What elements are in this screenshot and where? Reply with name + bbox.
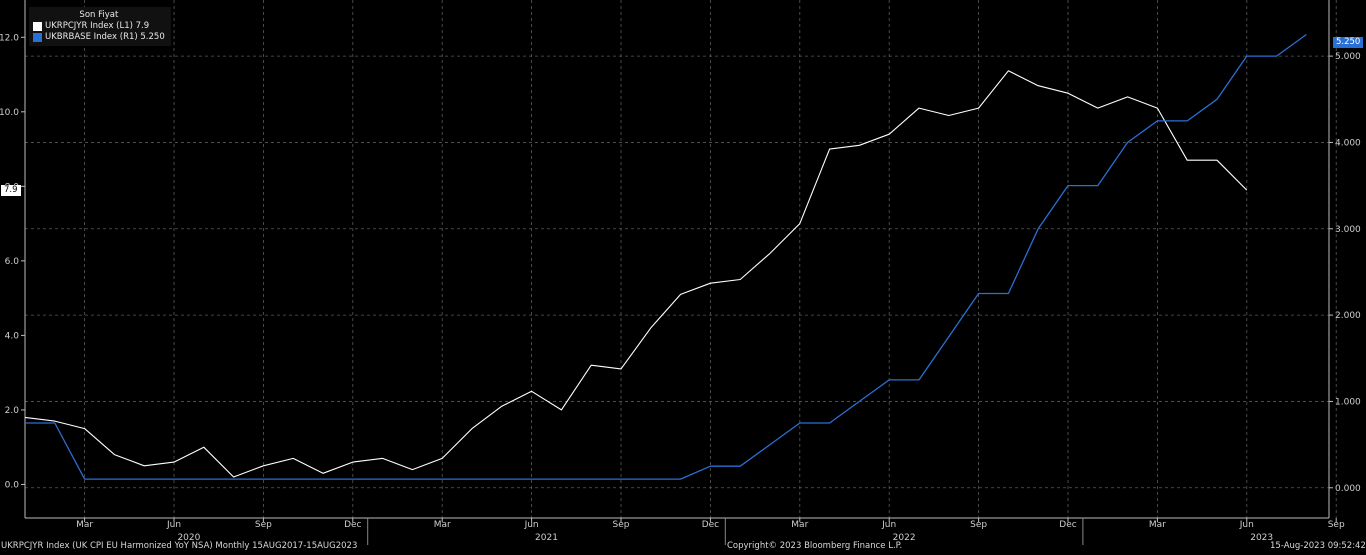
last-value-tag-right: 5.250 [1333,37,1364,48]
legend: Son Fiyat UKRPCJYR Index (L1) 7.9 UKBRBA… [29,7,171,46]
legend-swatch-blue [33,33,42,42]
y-left-tick-label: 6.0 [5,257,20,267]
y-right-tick-label: 1.000 [1335,397,1361,407]
x-tick-label: Jun [881,520,896,530]
series-line-base-rate [25,33,1307,480]
x-tick-label: Mar [76,520,93,530]
x-tick-label: Dec [702,520,719,530]
x-tick-label: Jun [166,520,181,530]
y-right-tick-label: 5.000 [1335,52,1361,62]
year-label: 2021 [535,533,558,543]
x-tick-label: Mar [434,520,451,530]
legend-item-cpi: UKRPCJYR Index (L1) 7.9 [33,21,165,32]
y-right-tick-label: 4.000 [1335,138,1361,148]
legend-label-base-rate: UKBRBASE Index (R1) 5.250 [45,32,165,42]
y-left-tick-label: 0.0 [5,480,20,490]
tick-labels: Mar Jun Sep Dec Mar Jun Sep Dec Mar Jun Sep Dec Mar J… [0,33,1361,543]
x-tick-label: Sep [970,520,987,530]
x-tick-label: Sep [613,520,630,530]
year-label: 2023 [1250,533,1273,543]
footer-copyright: Copyright© 2023 Bloomberg Finance L.P. [727,541,903,551]
footer-timestamp: 15-Aug-2023 09:52:42 [1270,541,1366,551]
legend-swatch-white [33,22,42,31]
year-label: 2022 [893,533,916,543]
y-left-tick-label: 2.0 [5,406,20,416]
x-tick-label: Sep [255,520,272,530]
legend-label-cpi: UKRPCJYR Index (L1) 7.9 [45,21,150,31]
y-right-tick-label: 3.000 [1335,225,1361,235]
grid-lines [25,0,1337,518]
year-label: 2020 [177,533,200,543]
x-tick-label: Mar [791,520,808,530]
x-tick-label: Jun [524,520,539,530]
footer-source: UKRPCJYR Index (UK CPI EU Harmonized YoY… [1,541,358,551]
y-right-tick-label: 0.000 [1335,484,1361,494]
legend-item-base-rate: UKBRBASE Index (R1) 5.250 [33,32,165,43]
series-lines [24,33,1307,480]
legend-title: Son Fiyat [79,10,119,20]
x-tick-label: Sep [1328,520,1345,530]
x-tick-label: Mar [1149,520,1166,530]
axes [21,0,1337,545]
x-tick-label: Dec [1059,520,1076,530]
y-left-tick-label: 4.0 [5,331,20,341]
x-tick-label: Jun [1239,520,1254,530]
x-tick-label: Dec [344,520,361,530]
y-left-tick-label: 10.0 [0,108,19,118]
series-line-cpi [24,70,1248,478]
last-value-tag-left: 7.9 [1,185,21,196]
y-left-tick-label: 12.0 [0,33,19,43]
y-right-tick-label: 2.000 [1335,311,1361,321]
